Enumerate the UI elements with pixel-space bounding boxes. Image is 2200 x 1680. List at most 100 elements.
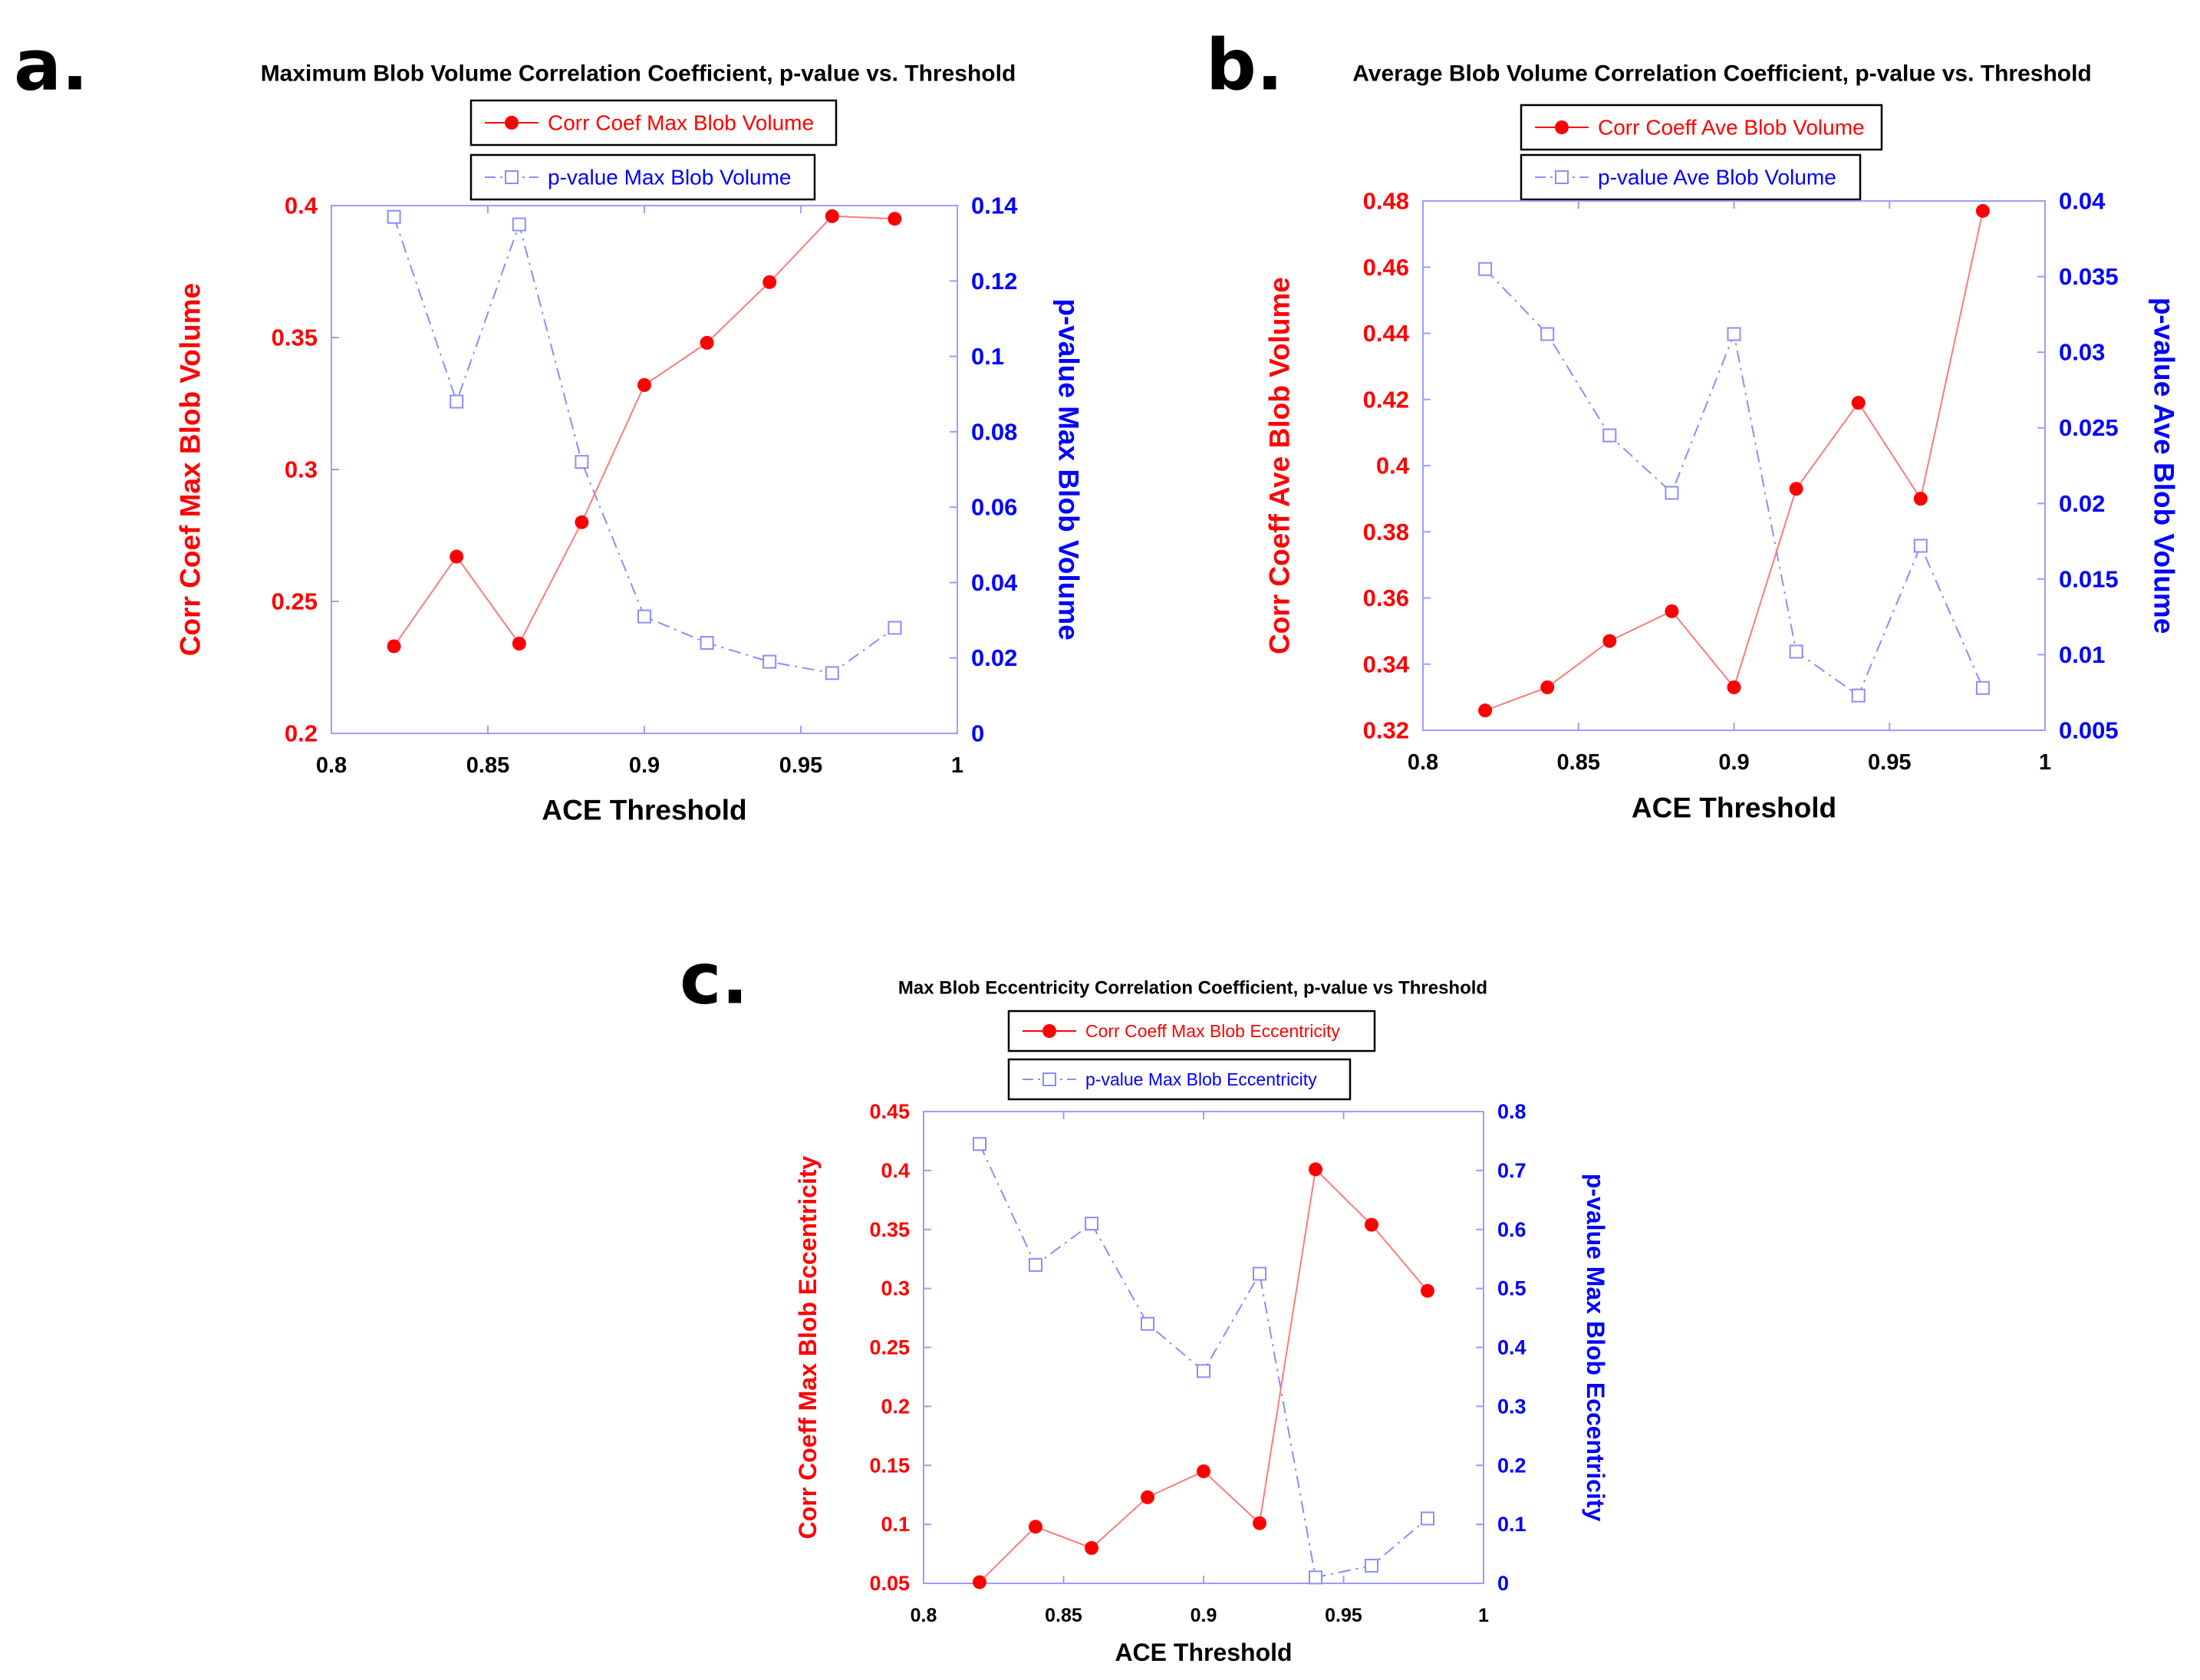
corr-series-line: [1484, 210, 1984, 712]
pvalue-point: [1602, 428, 1617, 443]
plot-frame: [1422, 200, 2046, 731]
y-right-tick-label: 0.015: [2059, 565, 2119, 592]
y-left-tick-label: 0.42: [1363, 386, 1409, 413]
pvalue-point: [387, 209, 401, 224]
y-right-tick-label: 0.3: [1497, 1395, 1526, 1418]
corr-point: [387, 639, 401, 654]
pvalue-point: [1727, 327, 1741, 341]
x-tick-label: 0.9: [1191, 1605, 1217, 1626]
pvalue-point: [888, 621, 902, 635]
pvalue-point: [1029, 1257, 1042, 1272]
y-left-tick-label: 0.35: [869, 1218, 910, 1241]
legend-marker-square: [1555, 170, 1569, 184]
pvalue-series-line: [979, 1143, 1428, 1579]
pvalue-series-line: [393, 216, 895, 674]
chart-title: Max Blob Eccentricity Correlation Coeffi…: [898, 978, 1487, 999]
corr-point: [1851, 396, 1866, 410]
corr-point: [1602, 634, 1617, 648]
legend-marker-circle: [1042, 1024, 1056, 1038]
y-right-tick-label: 0.01: [2059, 641, 2105, 668]
y-left-tick-label: 0.2: [881, 1395, 910, 1418]
y-left-tick-label: 0.38: [1363, 519, 1409, 545]
pvalue-point: [762, 654, 777, 669]
y-left-axis-label: Corr Coeff Ave Blob Volume: [1264, 277, 1296, 654]
corr-point: [1029, 1520, 1042, 1534]
y-left-tick-label: 0.05: [869, 1572, 910, 1595]
x-tick-label: 0.8: [316, 753, 347, 778]
chart-title: Average Blob Volume Correlation Coeffici…: [1352, 61, 2092, 87]
pvalue-point: [1913, 539, 1928, 553]
y-right-axis-label: p-value Ave Blob Volume: [2149, 298, 2180, 634]
corr-point: [825, 209, 839, 223]
panel-letter: b.: [1206, 25, 1283, 107]
pvalue-point: [700, 636, 714, 651]
corr-point: [1421, 1283, 1434, 1298]
x-axis-label: ACE Threshold: [1632, 792, 1836, 824]
corr-point: [1309, 1162, 1322, 1177]
y-left-tick-label: 0.3: [285, 456, 318, 483]
x-tick-label: 1: [1478, 1605, 1489, 1626]
y-right-tick-label: 0: [1497, 1572, 1509, 1595]
pvalue-point: [1540, 327, 1555, 341]
y-right-tick-label: 0.8: [1497, 1100, 1526, 1123]
pvalue-point: [1253, 1267, 1266, 1281]
legend-marker-circle: [1555, 120, 1569, 134]
corr-point: [1913, 492, 1928, 506]
y-left-axis-label: Corr Coeff Max Blob Eccentricity: [794, 1155, 822, 1539]
legend-box: [469, 153, 816, 201]
corr-point: [700, 335, 714, 350]
legend-entry-pvalue: p-value Ave Blob Volume: [1520, 153, 1862, 201]
x-tick-label: 0.8: [911, 1605, 937, 1626]
y-right-tick-label: 0.04: [2059, 188, 2106, 215]
legend-label: p-value Max Blob Eccentricity: [1085, 1069, 1317, 1089]
corr-point: [1253, 1516, 1266, 1530]
y-right-tick-label: 0.12: [971, 268, 1017, 295]
y-left-tick-label: 0.2: [285, 720, 318, 747]
y-left-tick-label: 0.25: [272, 588, 318, 615]
x-tick-label: 0.9: [1718, 750, 1749, 775]
x-tick-label: 0.9: [629, 753, 660, 778]
corr-point: [973, 1575, 986, 1589]
corr-point: [450, 549, 464, 564]
y-right-tick-label: 0.5: [1497, 1277, 1526, 1300]
pvalue-point: [1851, 688, 1866, 703]
y-right-axis-label: p-value Max Blob Volume: [1053, 298, 1085, 640]
corr-point: [1975, 203, 1990, 218]
x-tick-label: 0.95: [1325, 1605, 1362, 1626]
chart-panel-c: c. Max Blob Eccentricity Correlation Coef…: [680, 938, 1609, 1667]
chart-panel-a: a. Maximum Blob Volume Correlation Coeffi…: [14, 25, 1085, 826]
pvalue-point: [450, 394, 464, 409]
legend-label: p-value Ave Blob Volume: [1598, 166, 1836, 189]
pvalue-point: [1365, 1558, 1378, 1573]
legend-marker-square: [505, 170, 519, 184]
y-right-tick-label: 0.035: [2059, 263, 2119, 290]
legend-entry-corr: Corr Coeff Max Blob Eccentricity: [1007, 1010, 1376, 1052]
y-left-tick-label: 0.36: [1363, 585, 1409, 611]
pvalue-point: [575, 455, 589, 469]
pvalue-point: [637, 609, 651, 624]
corr-point: [1478, 703, 1493, 718]
x-tick-label: 1: [951, 753, 963, 778]
x-tick-label: 0.95: [1868, 750, 1911, 775]
y-right-tick-label: 0.04: [971, 569, 1018, 596]
plot-frame: [923, 1111, 1484, 1584]
pvalue-point: [1197, 1364, 1210, 1379]
x-tick-label: 0.95: [779, 753, 822, 778]
y-left-tick-label: 0.15: [869, 1454, 910, 1477]
pvalue-point: [1478, 262, 1493, 276]
x-tick-label: 1: [2039, 750, 2051, 775]
y-left-tick-label: 0.48: [1363, 188, 1409, 215]
legend-entry-corr: Corr Coef Max Blob Volume: [469, 99, 838, 147]
corr-point: [1365, 1217, 1378, 1232]
pvalue-point: [1665, 486, 1679, 500]
y-left-tick-label: 0.4: [285, 193, 318, 219]
panel-letter: a.: [14, 25, 88, 107]
legend-entry-pvalue: p-value Max Blob Eccentricity: [1007, 1058, 1352, 1101]
y-left-axis-label: Corr Coef Max Blob Volume: [175, 283, 206, 657]
corr-point: [1540, 680, 1555, 694]
legend-marker-square: [1042, 1072, 1056, 1086]
y-left-tick-label: 0.3: [881, 1277, 910, 1300]
corr-point: [575, 515, 589, 529]
legend-box: [1520, 104, 1883, 151]
